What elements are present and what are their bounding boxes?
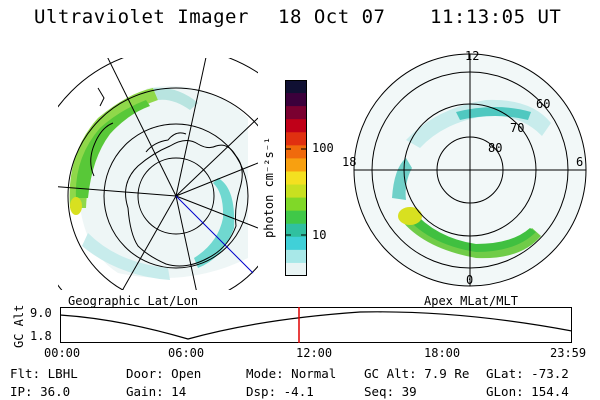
footer-mode: Mode: Normal bbox=[246, 366, 337, 381]
mlt-panel-caption: Apex MLat/MLT bbox=[424, 294, 518, 308]
colorbar-tick-10: 10 bbox=[312, 228, 327, 242]
apex-mlat-mlt-panel: 12 18 6 0 60 70 80 bbox=[342, 49, 587, 287]
mlat-label-60: 60 bbox=[536, 97, 550, 111]
timeline-xtick-1800: 18:00 bbox=[424, 346, 461, 360]
colorbar-stripe bbox=[285, 119, 307, 133]
altitude-timeline-plot bbox=[60, 307, 572, 343]
timeline-xtick-0600: 06:00 bbox=[168, 346, 205, 360]
colorbar-stripe bbox=[285, 262, 307, 276]
footer-dsp: Dsp: -4.1 bbox=[246, 384, 314, 399]
timeline-xtick-2359: 23:59 bbox=[550, 346, 587, 360]
timeline-xtick-0000: 00:00 bbox=[44, 346, 81, 360]
footer-glon: GLon: 154.4 bbox=[486, 384, 569, 399]
colorbar-stripe bbox=[285, 249, 307, 264]
instrument-title: Ultraviolet Imager bbox=[34, 6, 249, 28]
color-scale-bar bbox=[285, 80, 307, 276]
geographic-image-panel bbox=[58, 58, 258, 290]
footer-door: Door: Open bbox=[126, 366, 202, 381]
footer-seq: Seq: 39 bbox=[364, 384, 417, 399]
colorbar-stripe bbox=[285, 132, 307, 146]
colorbar-stripe bbox=[285, 106, 307, 120]
colorbar-stripe bbox=[285, 223, 307, 238]
colorbar-stripe bbox=[285, 93, 307, 107]
colorbar-tick-100: 100 bbox=[312, 141, 334, 155]
footer-gc-alt: GC Alt: 7.9 Re bbox=[364, 366, 470, 381]
colorbar-stripe bbox=[285, 145, 307, 159]
colorbar-stripe bbox=[285, 197, 307, 212]
timeline-xtick-1200: 12:00 bbox=[296, 346, 333, 360]
observation-time: 11:13:05 UT bbox=[430, 6, 562, 28]
colorbar-stripe bbox=[285, 158, 307, 172]
timeline-axis-label: GC Alt bbox=[12, 304, 26, 348]
mlt-hour-label-12: 12 bbox=[465, 49, 479, 63]
mlat-label-70: 70 bbox=[510, 121, 524, 135]
colorbar-unit-label: photon cm⁻²s⁻¹ bbox=[262, 136, 276, 238]
observation-date: 18 Oct 07 bbox=[278, 6, 386, 28]
footer-gain: Gain: 14 bbox=[126, 384, 187, 399]
mlt-hour-label-6: 6 bbox=[576, 155, 583, 169]
timeline-ytick-1-8: 1.8 bbox=[30, 329, 52, 343]
footer-ip: IP: 36.0 bbox=[10, 384, 71, 399]
colorbar-stripe bbox=[285, 184, 307, 199]
colorbar-stripe bbox=[285, 210, 307, 225]
colorbar-stripe bbox=[285, 80, 307, 94]
timeline-ytick-9: 9.0 bbox=[30, 306, 52, 320]
colorbar-stripe bbox=[285, 171, 307, 186]
colorbar-stripe bbox=[285, 236, 307, 251]
mlt-hour-label-18: 18 bbox=[342, 155, 356, 169]
footer-glat: GLat: -73.2 bbox=[486, 366, 569, 381]
mlt-hour-label-0: 0 bbox=[466, 273, 473, 287]
footer-flt: Flt: LBHL bbox=[10, 366, 78, 381]
mlat-label-80: 80 bbox=[488, 141, 502, 155]
geo-panel-caption: Geographic Lat/Lon bbox=[68, 294, 199, 308]
